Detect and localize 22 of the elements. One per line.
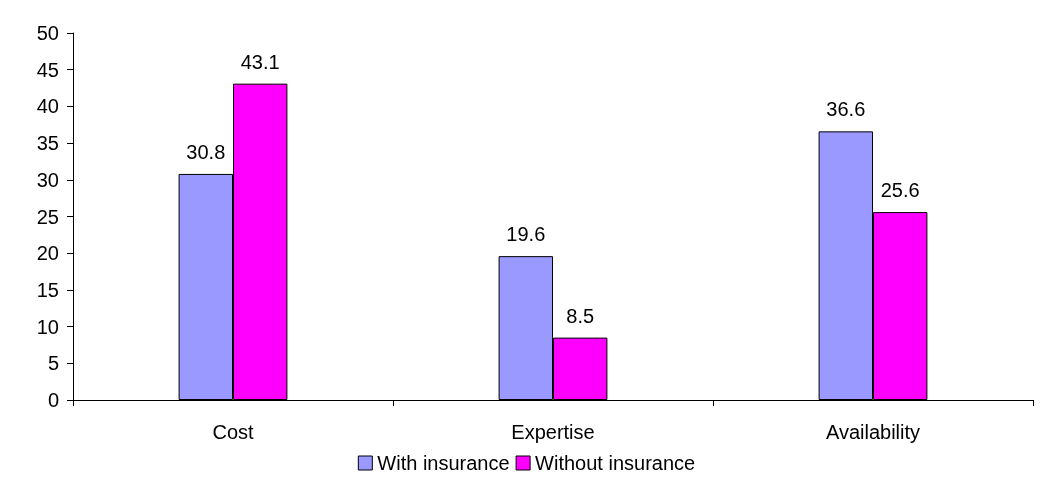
y-tick-label: 35 xyxy=(36,132,59,155)
data-label: 30.8 xyxy=(186,140,226,163)
data-label: 36.6 xyxy=(826,98,866,121)
y-tick-label: 20 xyxy=(36,242,59,265)
x-tick-label: Expertise xyxy=(511,421,595,443)
legend-label: With insurance xyxy=(377,452,510,474)
y-tick-label: 25 xyxy=(36,205,59,228)
data-label: 25.6 xyxy=(880,179,920,202)
y-tick-label: 10 xyxy=(36,315,59,338)
data-label: 8.5 xyxy=(566,304,595,327)
data-label: 19.6 xyxy=(506,223,546,246)
y-tick-label: 5 xyxy=(47,352,59,375)
legend-label: Without insurance xyxy=(535,452,696,474)
x-tick-label: Cost xyxy=(212,421,254,443)
data-label: 43.1 xyxy=(240,50,280,73)
y-tick-label: 45 xyxy=(36,58,59,81)
x-tick-label: Availability xyxy=(825,421,921,443)
y-tick-label: 40 xyxy=(36,95,59,118)
y-tick-label: 50 xyxy=(36,22,59,44)
y-tick-label: 15 xyxy=(36,278,59,301)
y-tick-label: 30 xyxy=(36,168,59,191)
y-tick-label: 0 xyxy=(47,389,59,411)
